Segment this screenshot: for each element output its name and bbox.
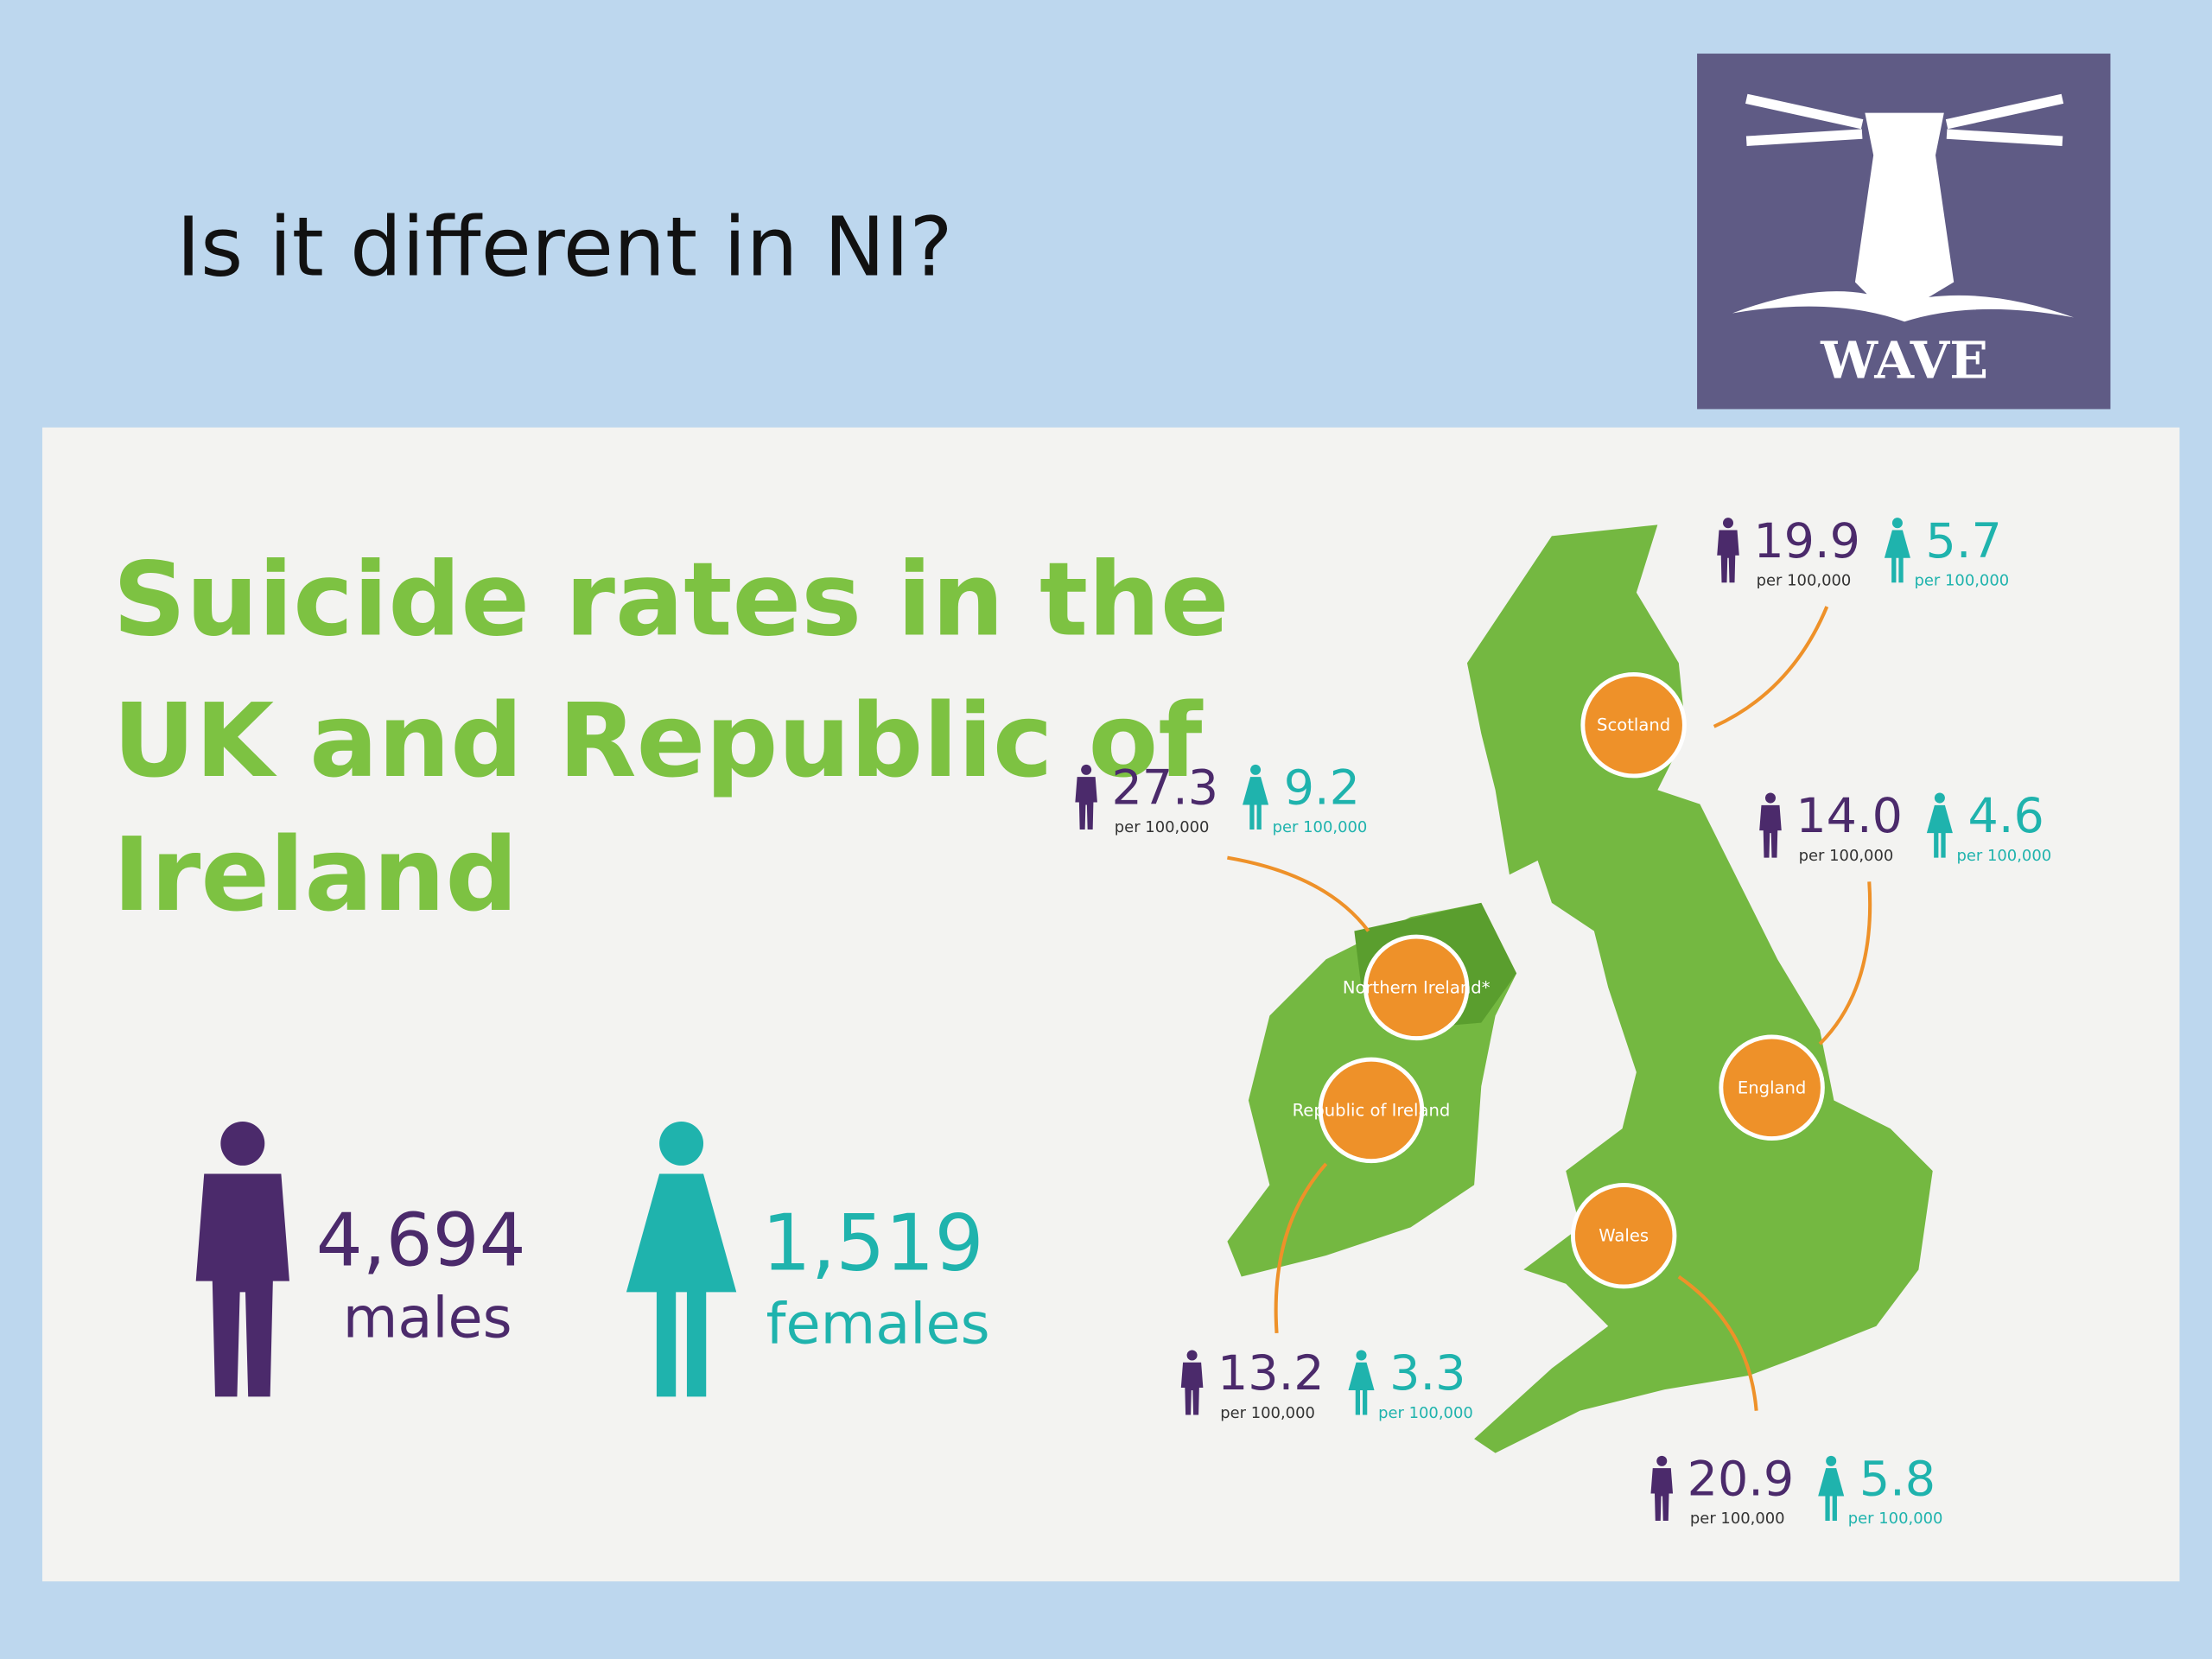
female-unit: per 100,000 [1915,572,2010,590]
body [1180,1362,1204,1415]
female-unit: per 100,000 [1378,1404,1473,1422]
head [1934,792,1945,804]
head [1891,518,1903,529]
female-icon [1243,764,1269,830]
male-unit: per 100,000 [1115,818,1210,836]
male-rate: 27.3 [1112,760,1219,817]
head [1764,792,1776,804]
region-marker [1719,1034,1825,1141]
head [1186,1350,1198,1361]
male-icon [1717,518,1739,583]
female-rate: 5.7 [1926,513,2002,569]
body [195,1173,289,1397]
female-icon [1926,792,1953,858]
male-icon [1759,792,1782,858]
logo: WAVE [1697,54,2111,410]
light-rays [1745,93,2064,146]
wave [1732,291,2074,322]
head [1656,1455,1668,1466]
arrow [1227,855,1370,932]
head [1081,764,1092,775]
arrow [1677,1274,1758,1411]
region-marker [1318,1057,1425,1164]
male-icon [1650,1455,1674,1521]
head [1722,518,1734,529]
head [1356,1350,1367,1361]
region: England 14.0 per 100,000 4.6 per 100,000 [1719,788,2051,1141]
female-icon [1348,1350,1375,1415]
male-unit: per 100,000 [1220,1404,1315,1422]
body [1650,1468,1674,1521]
males-label: males [343,1286,512,1351]
female-icon [1818,1455,1845,1521]
region: Wales 20.9 per 100,000 5.8 per 100,000 [1570,1182,1943,1528]
female-unit: per 100,000 [1273,818,1368,836]
body [1075,777,1097,830]
female-unit: per 100,000 [1848,1510,1943,1528]
arrow [1274,1162,1328,1333]
infographic-title-line: Suicide rates in the [113,541,1230,659]
female-rate: 4.6 [1968,788,2044,844]
male-unit: per 100,000 [1757,572,1852,590]
region-marker [1580,671,1687,779]
body [1884,530,1910,583]
body [1926,804,1953,858]
female-unit: per 100,000 [1956,847,2051,865]
body [1348,1362,1375,1415]
male-rate: 19.9 [1753,513,1860,569]
head [659,1121,704,1166]
region-name: England [1738,1077,1806,1097]
infographic-title-line: UK and Republic of [113,682,1205,800]
male-icon [1180,1350,1204,1415]
lighthouse [1854,112,1955,304]
female-rate: 3.3 [1389,1345,1465,1402]
infographic-title-line: Ireland [113,816,518,934]
region-name: Scotland [1597,715,1670,735]
body [1818,1468,1845,1521]
region-name: Republic of Ireland [1293,1100,1451,1120]
region-marker [1363,934,1470,1041]
region-name: Wales [1599,1226,1649,1246]
logo-text: WAVE [1820,331,1988,391]
male-rate: 13.2 [1217,1345,1325,1402]
female-rate: 5.8 [1859,1452,1936,1508]
head [1250,764,1262,775]
male-unit: per 100,000 [1799,847,1894,865]
region-marker [1570,1182,1677,1289]
body [626,1173,737,1397]
females-count: 1,519 [762,1198,984,1288]
arrow [1713,606,1829,728]
female-rate: 9.2 [1284,760,1360,817]
male-icon [1075,764,1097,830]
head [220,1121,265,1166]
region: Scotland 19.9 per 100,000 5.7 per 100,000 [1580,513,2010,779]
region: Republic of Ireland 13.2 per 100,000 3.3 per… [1217,1057,1473,1422]
male-rate: 20.9 [1688,1452,1795,1508]
slide-title: Is it different in NI? [176,200,953,295]
male-rate: 14.0 [1796,788,1903,844]
body [1759,804,1782,858]
arrow [1818,881,1872,1046]
infographic-panel [41,427,2180,1582]
region-name: Northern Ireland* [1343,977,1491,997]
male-unit: per 100,000 [1690,1510,1785,1528]
female-icon [1884,518,1910,583]
female-icon [626,1121,737,1397]
head [1826,1455,1837,1466]
body [1717,530,1739,583]
body [1243,777,1269,830]
male-icon [195,1121,289,1397]
females-label: females [766,1291,990,1357]
males-count: 4,694 [316,1198,526,1283]
